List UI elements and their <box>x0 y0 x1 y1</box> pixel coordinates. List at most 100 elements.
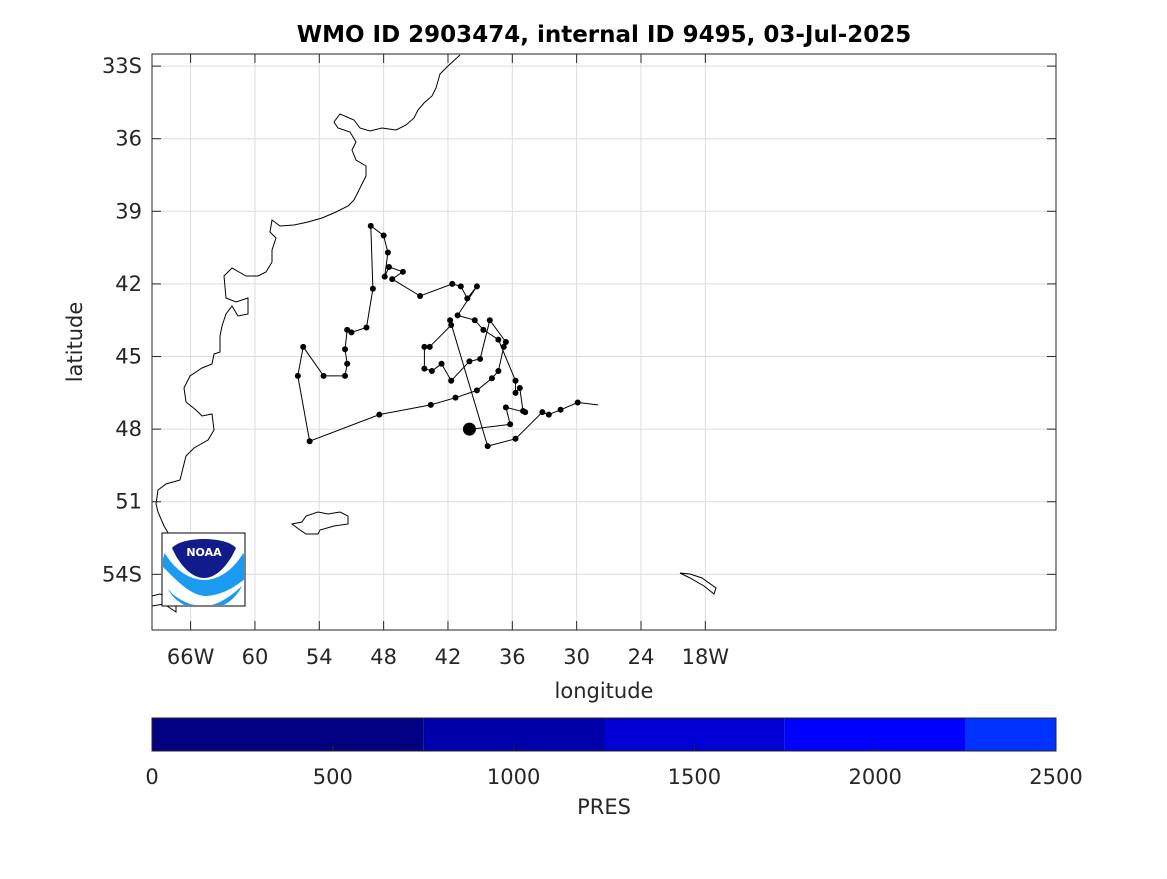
colorbar-segment <box>152 718 424 751</box>
profile-point <box>452 394 459 401</box>
colorbar-tick-label: 500 <box>313 765 353 789</box>
profile-point <box>376 411 383 418</box>
current-position-marker <box>462 422 476 436</box>
profile-point <box>417 293 424 300</box>
coast-south-georgia <box>679 572 717 595</box>
tick-marks <box>152 54 1056 630</box>
x-tick-label: 30 <box>563 645 590 669</box>
profile-point <box>363 324 370 331</box>
profile-point <box>447 317 454 324</box>
y-tick-label: 42 <box>115 272 142 296</box>
profile-point <box>389 276 396 283</box>
x-tick-label: 42 <box>435 645 462 669</box>
colorbar-segments <box>152 718 1056 751</box>
profile-point <box>380 232 387 239</box>
y-tick-label: 45 <box>115 345 142 369</box>
y-axis-label: latitude <box>63 302 87 383</box>
y-tick-labels: 33S 36 39 42 45 48 51 54S <box>102 54 142 586</box>
profile-point <box>421 365 428 372</box>
x-tick-label: 36 <box>499 645 526 669</box>
x-axis-label: longitude <box>555 679 654 703</box>
colorbar-label: PRES <box>577 795 631 819</box>
profile-point <box>545 411 552 418</box>
x-tick-label: 18W <box>682 645 730 669</box>
noaa-logo-text: NOAA <box>186 546 222 559</box>
profile-point <box>473 283 480 290</box>
profile-point <box>384 249 391 256</box>
profile-point <box>428 368 435 375</box>
x-tick-label: 24 <box>628 645 655 669</box>
profile-point <box>320 372 327 379</box>
profile-point <box>381 273 388 280</box>
x-tick-label: 66W <box>167 645 215 669</box>
profile-point <box>369 285 376 292</box>
profile-point <box>471 317 478 324</box>
x-tick-labels: 66W 60 54 48 42 36 30 24 18W <box>167 645 729 669</box>
colorbar-tick-label: 1500 <box>668 765 721 789</box>
x-tick-label: 48 <box>370 645 397 669</box>
profile-point <box>484 443 491 450</box>
profile-point <box>557 406 564 413</box>
coast-falklands <box>290 511 349 535</box>
profile-point <box>342 346 349 353</box>
trajectory-line <box>297 224 599 447</box>
profile-point <box>477 355 484 362</box>
profile-point <box>512 435 519 442</box>
map-background <box>152 54 1056 630</box>
profile-point <box>438 360 445 367</box>
profile-point <box>454 312 461 319</box>
float-trajectory <box>294 222 599 450</box>
y-tick-label: 54S <box>102 562 142 586</box>
profile-point <box>426 343 433 350</box>
profile-point <box>300 343 307 350</box>
profile-point <box>344 326 351 333</box>
profile-point <box>342 372 349 379</box>
x-tick-label: 60 <box>242 645 269 669</box>
colorbar-segment <box>965 718 1056 751</box>
profile-point <box>466 358 473 365</box>
profile-point <box>344 360 351 367</box>
profile-point <box>502 339 509 345</box>
map-axes: NOAA <box>151 53 1057 631</box>
colorbar: 0 500 1000 1500 2000 2500 PRES <box>145 717 1083 819</box>
profile-point <box>520 407 527 414</box>
profile-point <box>448 377 455 384</box>
coast-south-america <box>155 54 461 537</box>
profile-point <box>500 343 507 350</box>
profile-point <box>464 295 471 302</box>
colorbar-tick-label: 2000 <box>848 765 901 789</box>
profile-point <box>516 384 523 391</box>
colorbar-tick-label: 2500 <box>1029 765 1082 789</box>
profile-point <box>294 372 301 379</box>
profile-point <box>457 283 464 290</box>
profile-point <box>495 336 502 343</box>
y-tick-label: 33S <box>102 54 142 78</box>
profile-point <box>539 409 546 416</box>
profile-point <box>367 222 374 229</box>
profile-point <box>385 263 392 270</box>
y-tick-label: 39 <box>115 199 142 223</box>
colorbar-tick-label: 0 <box>145 765 158 789</box>
profile-point <box>421 343 428 350</box>
colorbar-frame <box>151 717 1057 752</box>
profile-point <box>502 404 509 411</box>
profile-point <box>512 377 519 384</box>
profile-point <box>574 399 581 406</box>
colorbar-tick-label: 1000 <box>487 765 540 789</box>
profile-point <box>473 387 480 394</box>
profile-point <box>306 438 313 445</box>
profile-point <box>495 368 502 375</box>
profile-point <box>480 326 487 333</box>
profile-point <box>488 375 495 382</box>
y-tick-label: 36 <box>115 127 142 151</box>
noaa-logo: NOAA <box>161 532 246 607</box>
profile-point <box>399 268 406 275</box>
profile-point <box>448 322 455 329</box>
colorbar-ticks: 0 500 1000 1500 2000 2500 <box>145 745 1083 789</box>
chart-title: WMO ID 2903474, internal ID 9495, 03-Jul… <box>297 22 912 48</box>
profile-point <box>449 280 456 287</box>
profile-point <box>427 401 434 408</box>
profile-point <box>512 389 519 396</box>
